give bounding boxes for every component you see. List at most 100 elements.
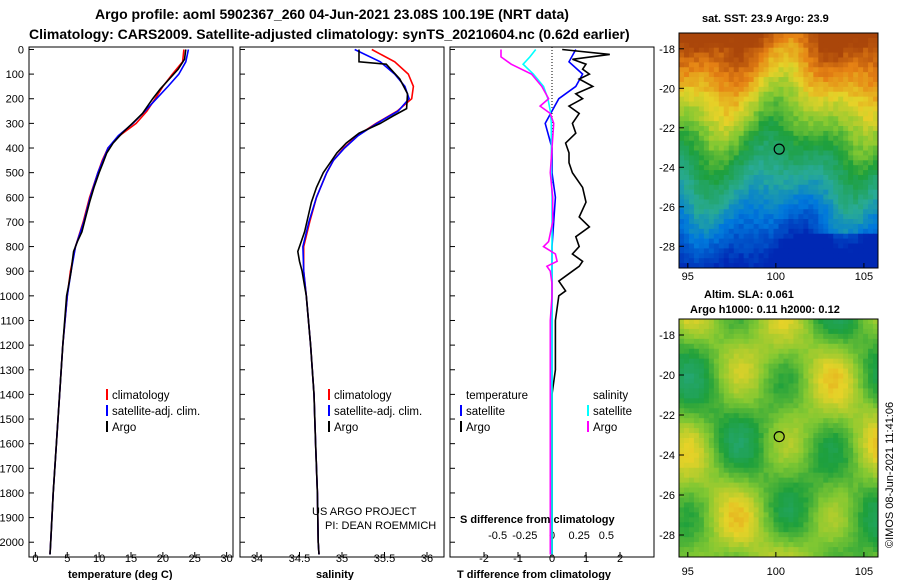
heat-cell xyxy=(698,447,705,454)
heat-cell xyxy=(803,219,809,225)
heat-cell xyxy=(858,223,864,230)
heat-cell xyxy=(773,52,780,59)
heat-cell xyxy=(853,33,859,39)
heat-cell xyxy=(848,121,854,127)
heat-cell xyxy=(733,174,740,181)
heat-cell xyxy=(688,418,695,424)
heat-cell xyxy=(688,194,695,201)
heat-cell xyxy=(683,333,690,340)
heat-cell xyxy=(763,517,770,523)
heat-cell xyxy=(783,140,790,147)
heat-cell xyxy=(868,497,874,504)
heat-cell xyxy=(698,101,705,108)
heat-cell xyxy=(753,393,760,399)
heat-cell xyxy=(753,135,760,142)
x-tick-label: 25 xyxy=(189,553,201,565)
heat-cell xyxy=(698,91,705,98)
heat-cell xyxy=(803,319,809,325)
heat-cell xyxy=(679,462,685,469)
heat-cell xyxy=(868,388,874,394)
heat-cell xyxy=(768,552,775,557)
heat-cell xyxy=(863,547,869,553)
heat-cell xyxy=(773,126,780,132)
heat-cell xyxy=(803,383,809,390)
heat-cell xyxy=(788,333,795,340)
heat-cell xyxy=(868,37,874,44)
heat-cell xyxy=(818,106,824,112)
heat-cell xyxy=(763,467,770,474)
heat-cell xyxy=(758,477,765,484)
heat-cell xyxy=(813,438,819,444)
heat-cell xyxy=(858,547,864,553)
heat-cell xyxy=(873,121,878,127)
heat-cell xyxy=(748,179,755,186)
heat-cell xyxy=(703,467,710,474)
heat-cell xyxy=(683,130,690,137)
map-y-tick-label: -26 xyxy=(659,490,675,502)
heat-cell xyxy=(679,248,685,254)
heat-cell xyxy=(798,155,804,161)
heat-cell xyxy=(708,447,715,454)
heat-cell xyxy=(693,86,700,93)
heat-cell xyxy=(748,403,755,409)
heat-cell xyxy=(803,542,809,548)
heat-cell xyxy=(708,233,715,240)
heat-cell xyxy=(728,542,735,548)
heat-cell xyxy=(733,116,740,122)
heat-cell xyxy=(858,130,864,137)
heat-cell xyxy=(818,323,824,330)
heat-cell xyxy=(778,447,785,454)
heat-cell xyxy=(738,442,745,449)
heat-cell xyxy=(753,253,760,259)
heat-cell xyxy=(868,86,874,93)
heat-cell xyxy=(803,126,809,132)
heat-cell xyxy=(828,403,834,409)
heat-cell xyxy=(693,507,700,513)
heat-cell xyxy=(703,33,710,39)
heat-cell xyxy=(679,194,685,201)
heat-cell xyxy=(848,368,854,375)
heat-cell xyxy=(698,111,705,117)
heat-cell xyxy=(693,258,700,264)
heat-cell xyxy=(793,418,799,424)
heat-cell xyxy=(798,223,804,230)
heat-cell xyxy=(848,199,854,205)
heat-cell xyxy=(753,447,760,454)
heat-cell xyxy=(798,37,804,44)
heat-cell xyxy=(748,150,755,156)
heat-cell xyxy=(828,358,834,365)
heat-cell xyxy=(828,253,834,259)
heat-cell xyxy=(808,413,814,419)
heat-cell xyxy=(718,418,725,424)
heat-cell xyxy=(858,537,864,543)
heat-cell xyxy=(708,522,715,528)
heat-cell xyxy=(693,398,700,404)
heat-cell xyxy=(813,537,819,543)
heat-cell xyxy=(713,179,720,186)
heat-cell xyxy=(763,433,770,439)
heat-cell xyxy=(708,512,715,518)
heat-cell xyxy=(738,189,745,196)
heat-cell xyxy=(853,442,859,449)
heat-cell xyxy=(708,368,715,375)
heat-cell xyxy=(708,194,715,201)
heat-cell xyxy=(693,319,700,325)
heat-cell xyxy=(688,358,695,365)
heat-cell xyxy=(813,106,819,112)
heat-cell xyxy=(848,442,854,449)
heat-cell xyxy=(833,487,839,494)
heat-cell xyxy=(828,497,834,504)
heat-cell xyxy=(688,184,695,191)
heat-cell xyxy=(713,433,720,439)
heat-cell xyxy=(688,33,695,39)
heat-cell xyxy=(783,47,790,54)
heat-cell xyxy=(738,106,745,112)
heat-cell xyxy=(718,547,725,553)
heat-cell xyxy=(778,258,785,264)
heat-cell xyxy=(708,547,715,553)
heat-cell xyxy=(863,145,869,152)
heat-cell xyxy=(773,368,780,375)
heat-cell xyxy=(773,413,780,419)
heat-cell xyxy=(828,263,834,268)
heat-cell xyxy=(838,121,844,127)
